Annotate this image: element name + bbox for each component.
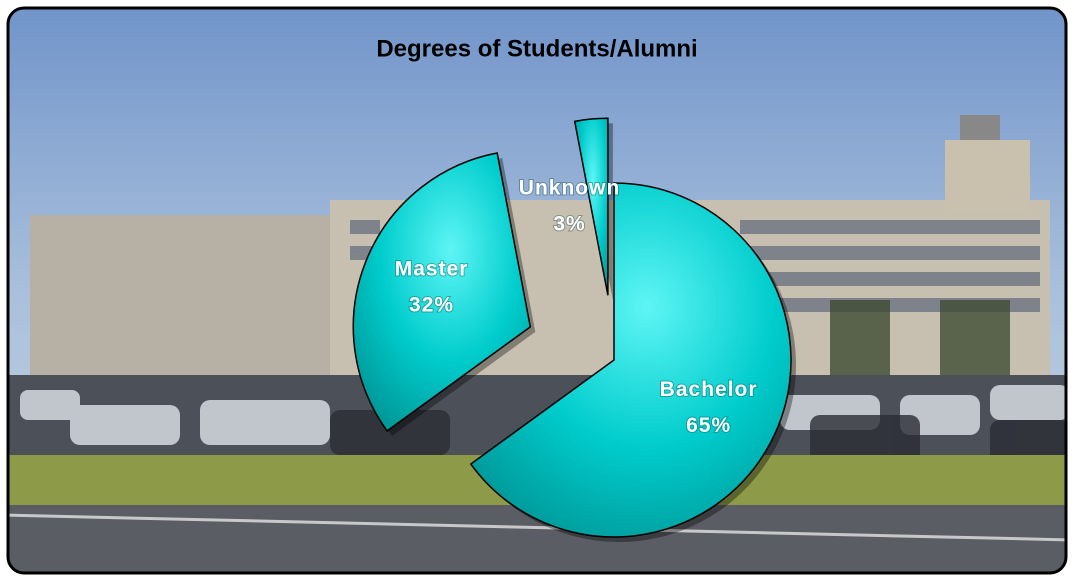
slice-label: Unknown [519, 177, 621, 200]
slice-value-label: 32% [409, 293, 454, 316]
pie-slice [352, 152, 532, 432]
pie-slice [469, 182, 792, 538]
chart-title: Degrees of Students/Alumni [376, 35, 697, 62]
pie-slice [573, 117, 609, 296]
slice-value-label: 3% [553, 213, 585, 236]
frame [6, 6, 1068, 575]
slice-label: Bachelor [660, 378, 758, 401]
slice-label: Master [395, 257, 469, 280]
slice-value-label: 65% [686, 414, 731, 437]
